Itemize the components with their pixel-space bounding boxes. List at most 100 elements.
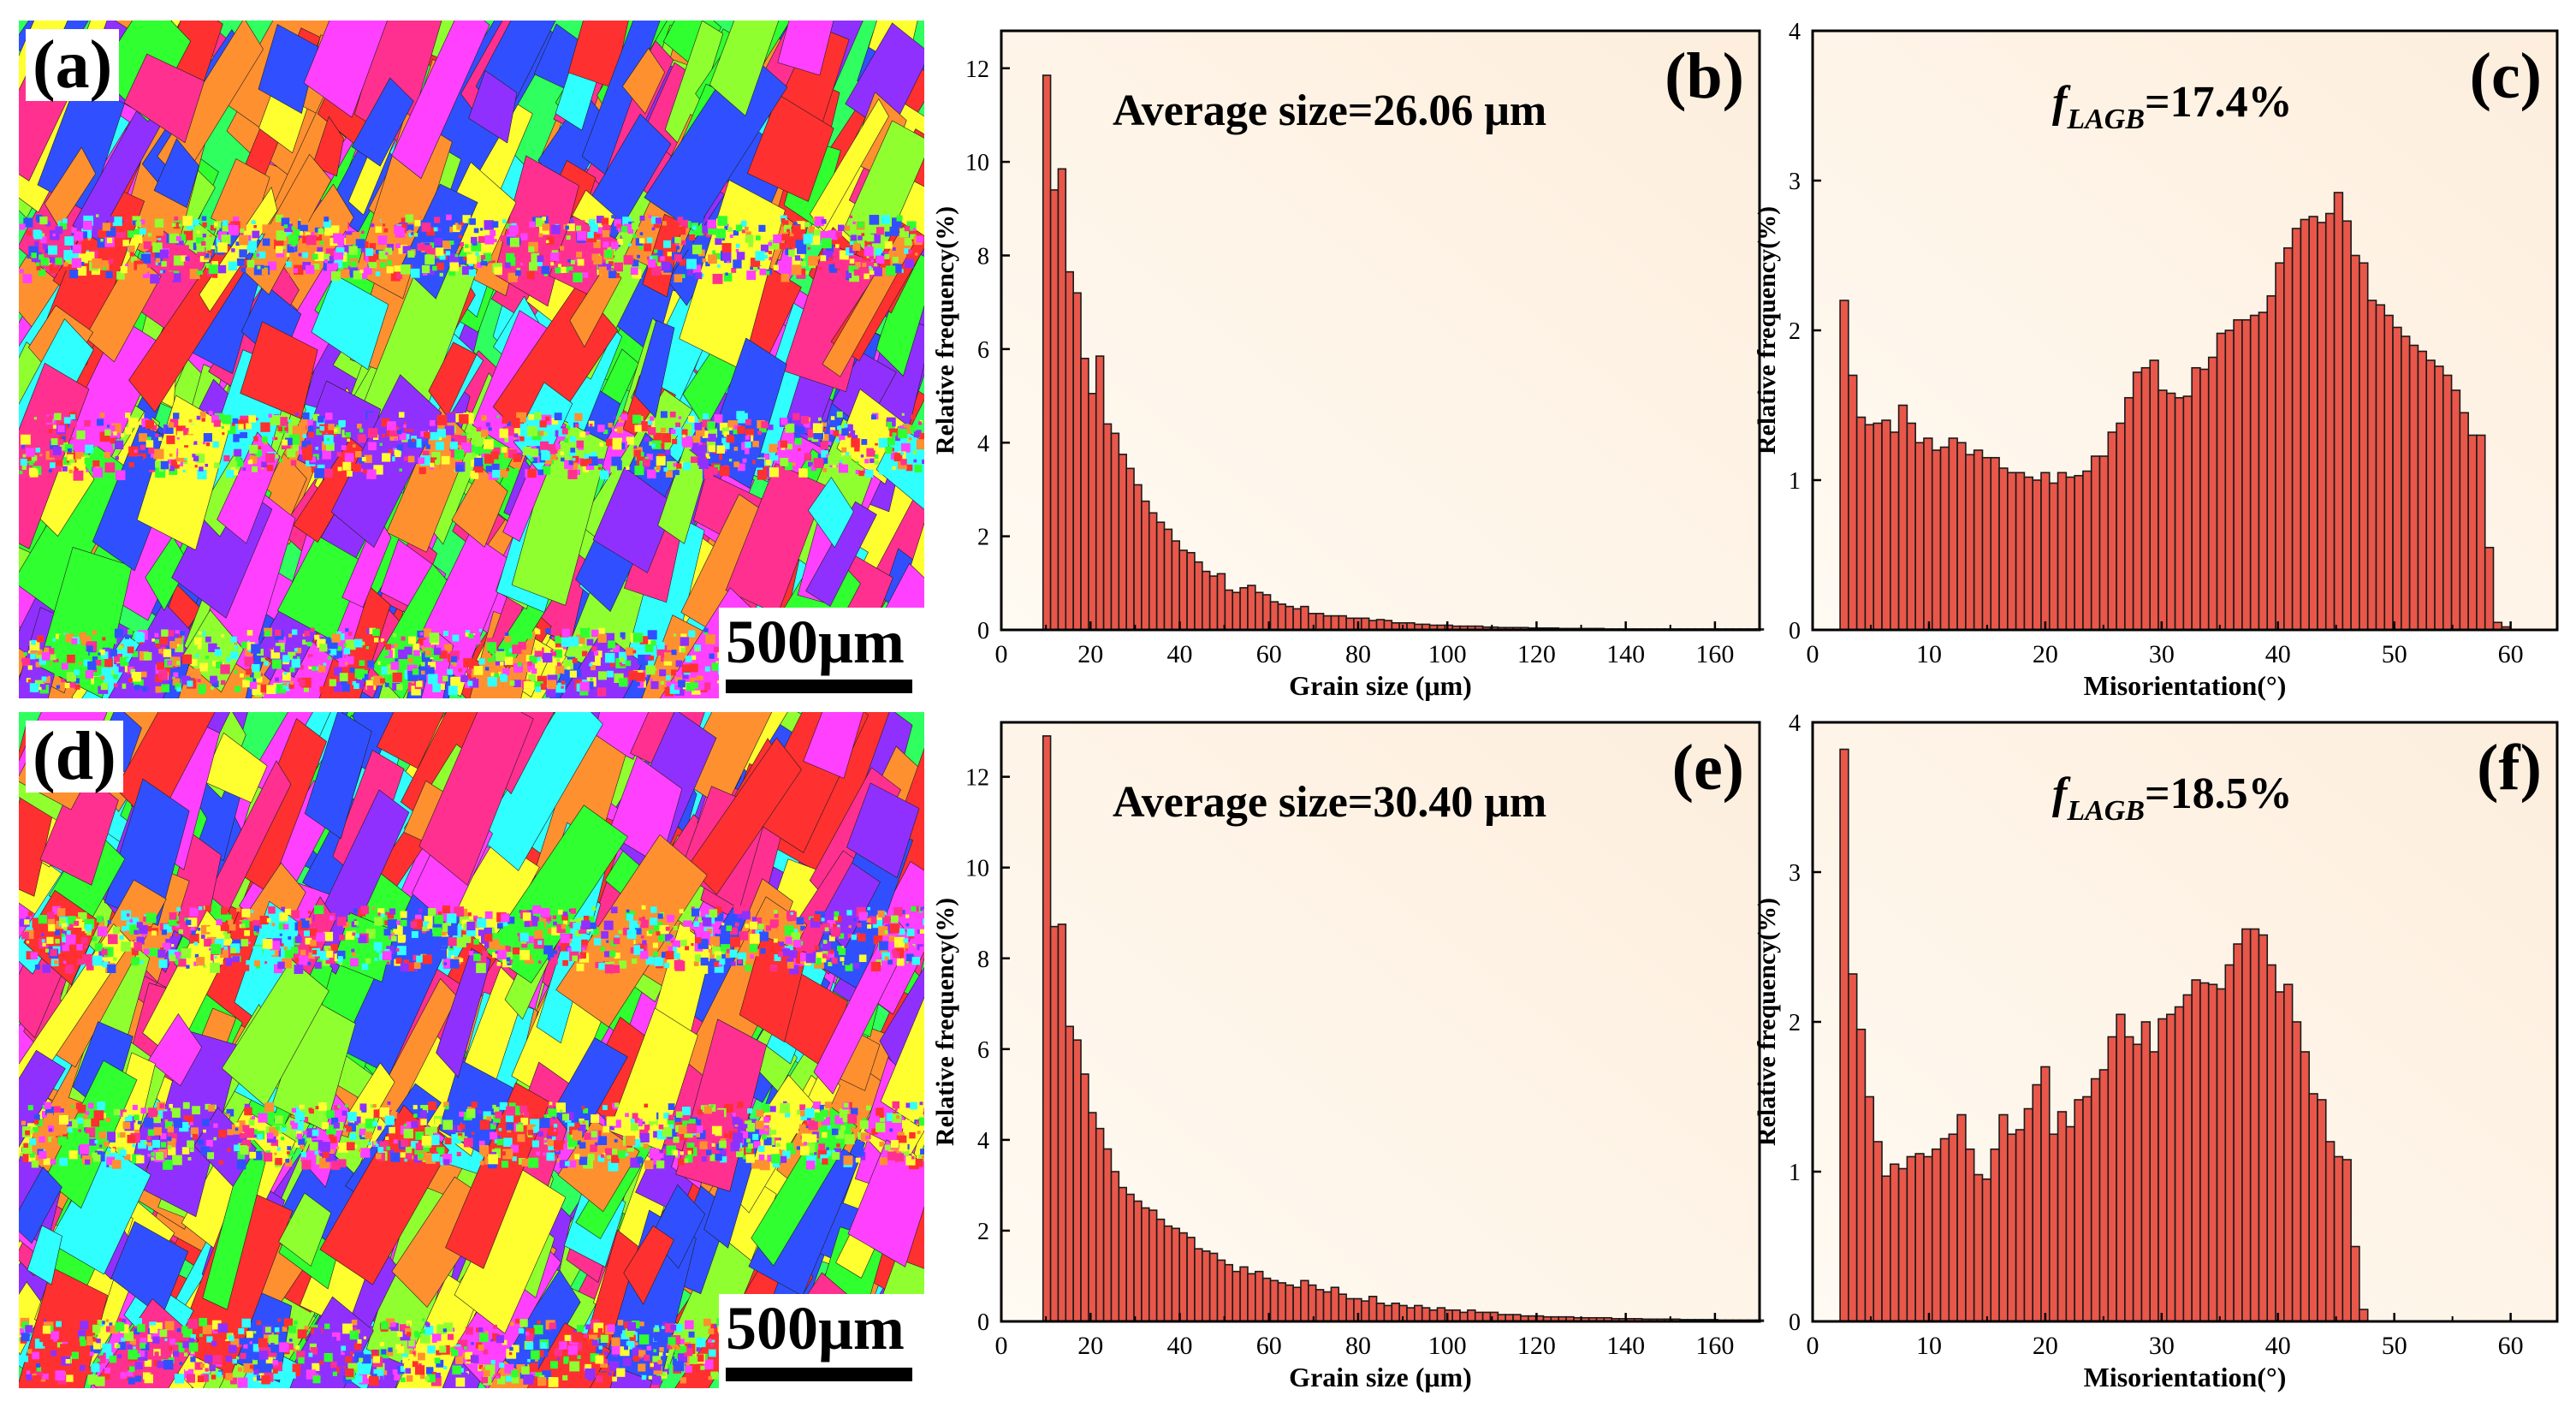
ebsd-fine-grain: [42, 964, 51, 973]
ebsd-fine-grain: [80, 261, 85, 266]
ebsd-fine-grain: [680, 633, 687, 640]
ebsd-fine-grain: [282, 246, 287, 249]
ebsd-fine-grain: [372, 675, 383, 686]
ebsd-fine-grain: [75, 452, 84, 460]
ebsd-fine-grain: [198, 266, 203, 271]
ebsd-fine-grain: [893, 951, 900, 959]
ebsd-fine-grain: [210, 963, 220, 973]
ebsd-fine-grain: [147, 931, 158, 942]
ebsd-fine-grain: [745, 419, 751, 425]
ebsd-fine-grain: [814, 216, 824, 227]
ebsd-fine-grain: [727, 259, 730, 264]
ebsd-grain: [48, 1143, 151, 1275]
ebsd-fine-grain: [112, 926, 120, 934]
ebsd-fine-grain: [336, 452, 342, 457]
ebsd-fine-grain: [829, 264, 838, 273]
ebsd-fine-grain: [147, 947, 157, 957]
ebsd-fine-grain: [246, 630, 253, 636]
ebsd-fine-grain: [646, 454, 653, 460]
ebsd-fine-grain: [582, 650, 588, 656]
ebsd-fine-grain: [62, 941, 65, 946]
ebsd-grain: [875, 248, 924, 377]
ebsd-fine-grain: [294, 965, 304, 975]
ebsd-fine-grain: [864, 459, 870, 464]
ebsd-fine-grain: [28, 460, 33, 466]
ebsd-fine-grain: [22, 442, 27, 448]
ebsd-fine-grain: [128, 629, 134, 635]
ebsd-fine-grain: [253, 436, 258, 442]
ebsd-fine-grain: [447, 913, 457, 923]
ebsd-fine-grain: [307, 419, 313, 425]
ebsd-fine-grain: [905, 923, 910, 927]
ebsd-fine-grain: [36, 651, 44, 659]
ebsd-fine-grain: [156, 662, 164, 670]
ebsd-fine-grain: [486, 642, 496, 652]
ebsd-fine-grain: [462, 215, 471, 223]
ebsd-fine-grain: [223, 931, 228, 935]
ebsd-fine-grain: [453, 224, 460, 233]
ebsd-fine-grain: [403, 424, 407, 428]
ebsd-fine-grain: [441, 455, 450, 465]
ebsd-fine-grain: [289, 680, 294, 686]
ebsd-fine-grain: [96, 916, 104, 923]
ebsd-fine-grain: [45, 948, 50, 953]
ebsd-fine-grain: [259, 915, 269, 925]
ebsd-fine-grain: [751, 258, 761, 268]
ebsd-fine-grain: [177, 461, 181, 465]
ebsd-fine-grain: [626, 466, 630, 470]
ebsd-fine-grain: [289, 252, 299, 261]
ebsd-fine-grain: [588, 456, 598, 466]
ebsd-fine-grain: [820, 905, 824, 909]
ebsd-fine-grain: [831, 252, 836, 257]
ebsd-fine-grain: [176, 430, 184, 438]
ebsd-fine-grain: [228, 919, 234, 925]
ebsd-fine-grain: [435, 441, 444, 451]
ebsd-fine-grain: [662, 433, 672, 442]
ebsd-fine-grain: [729, 949, 738, 958]
ebsd-fine-grain: [304, 630, 311, 637]
ebsd-fine-grain: [829, 427, 835, 433]
ebsd-fine-grain: [433, 227, 438, 232]
ebsd-fine-grain: [851, 435, 858, 442]
ebsd-fine-grain: [292, 425, 301, 435]
ebsd-fine-grain: [388, 449, 393, 454]
ebsd-fine-grain: [846, 910, 852, 916]
ebsd-fine-grain: [887, 424, 895, 431]
ebsd-fine-grain: [526, 270, 535, 280]
ebsd-fine-grain: [187, 680, 193, 687]
ebsd-grain: [468, 70, 518, 144]
ebsd-fine-grain: [210, 441, 214, 444]
ebsd-fine-grain: [733, 905, 743, 914]
ebsd-fine-grain: [105, 271, 113, 279]
ebsd-fine-grain: [84, 918, 95, 929]
ebsd-fine-grain: [279, 425, 287, 434]
ebsd-fine-grain: [220, 949, 229, 959]
ebsd-fine-grain: [620, 632, 626, 638]
ebsd-fine-grain: [576, 440, 585, 448]
ebsd-fine-grain: [516, 267, 521, 272]
ebsd-fine-grain: [660, 411, 668, 419]
ebsd-fine-grain: [120, 265, 128, 274]
ebsd-fine-grain: [568, 1160, 577, 1168]
ebsd-fine-grain: [797, 426, 805, 435]
ebsd-fine-grain: [648, 258, 656, 268]
ebsd-fine-grain: [831, 957, 838, 965]
ebsd-fine-grain: [697, 675, 703, 683]
ebsd-fine-grain: [175, 425, 186, 436]
ebsd-fine-grain: [70, 463, 75, 467]
ebsd-fine-grain: [567, 933, 573, 939]
ebsd-fine-grain: [446, 427, 450, 432]
ebsd-fine-grain: [793, 434, 801, 441]
ebsd-fine-grain: [208, 643, 217, 653]
ebsd-fine-grain: [654, 957, 664, 966]
ebsd-fine-grain: [36, 265, 41, 270]
ebsd-fine-grain: [300, 677, 312, 688]
ebsd-map-a: [19, 21, 924, 698]
ebsd-fine-grain: [181, 255, 187, 262]
ebsd-fine-grain: [699, 1141, 708, 1149]
ebsd-fine-grain: [507, 421, 513, 428]
ebsd-fine-grain: [121, 910, 132, 921]
ebsd-fine-grain: [367, 412, 375, 420]
ebsd-fine-grain: [642, 459, 650, 467]
ebsd-fine-grain: [617, 239, 624, 245]
